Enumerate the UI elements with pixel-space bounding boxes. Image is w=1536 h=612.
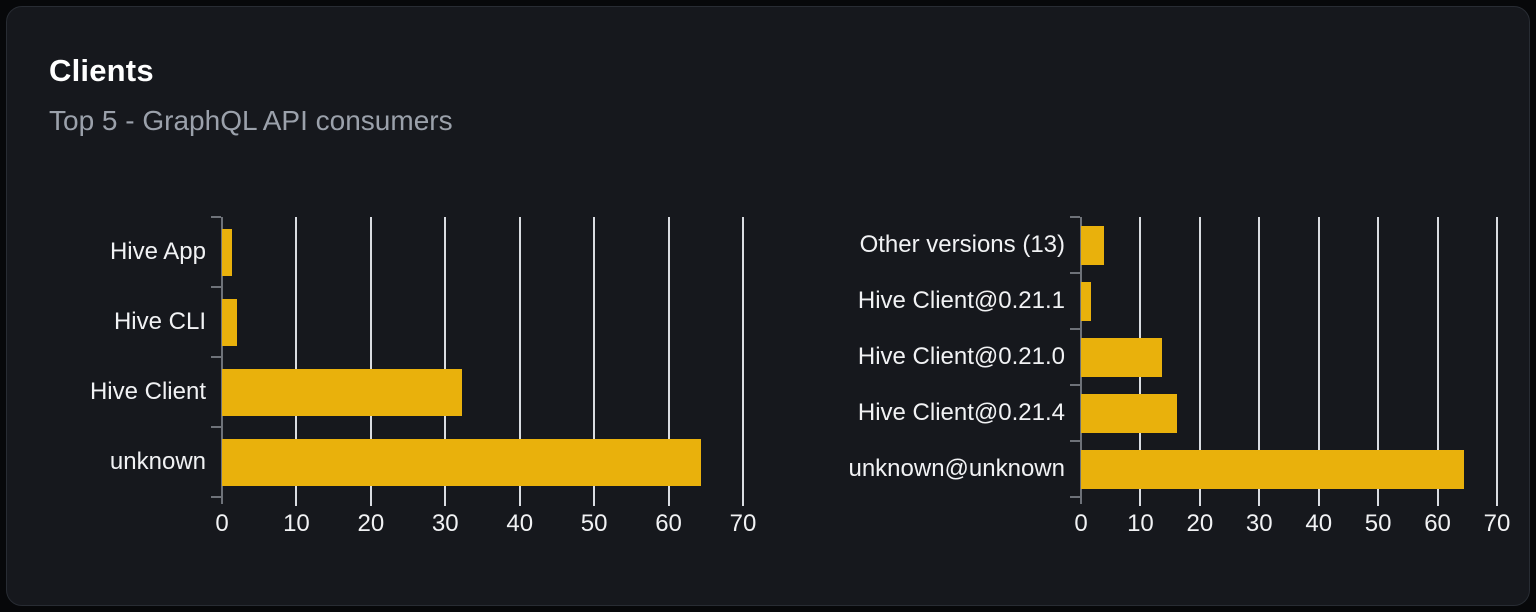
y-axis-tick-mark <box>211 356 221 358</box>
gridline <box>444 217 447 497</box>
category-label: Hive Client@0.21.4 <box>857 399 1065 426</box>
x-tick-label: 60 <box>1424 510 1451 537</box>
x-axis-tick-mark <box>593 497 596 506</box>
bar[interactable] <box>222 229 232 276</box>
x-tick-label: 60 <box>655 510 682 537</box>
clients-by-name-chart: 0 10 20 30 40 50 60 70 Hive App Hive CLI Hive Clie… <box>49 202 779 562</box>
y-axis-tick-mark <box>1070 384 1080 386</box>
x-axis-tick-mark <box>518 497 521 506</box>
y-axis-line <box>221 217 223 504</box>
x-axis-tick-mark <box>1198 497 1201 506</box>
x-axis-tick-mark <box>742 497 744 506</box>
plot-area <box>1070 216 1498 506</box>
y-axis-tick-mark <box>1070 216 1080 218</box>
bar[interactable] <box>1081 226 1104 265</box>
category-label: Hive CLI <box>113 308 206 335</box>
category-label: Hive Client@0.21.0 <box>857 343 1065 370</box>
x-tick-label: 0 <box>215 510 229 537</box>
x-tick-label: 70 <box>729 510 757 537</box>
y-axis-tick-mark <box>211 216 221 218</box>
x-axis-tick-mark <box>1377 497 1380 506</box>
clients-card: Clients Top 5 - GraphQL API consumers 0 1… <box>6 6 1530 606</box>
x-axis-tick-mark <box>1317 497 1320 506</box>
category-label: Hive App <box>109 238 206 265</box>
gridline <box>1377 217 1380 497</box>
x-axis-tick-mark <box>667 497 670 506</box>
x-tick-label: 50 <box>1364 510 1392 537</box>
category-label: unknown@unknown <box>848 455 1065 482</box>
x-tick-label: 20 <box>357 510 385 537</box>
x-tick-label: 30 <box>1245 510 1273 537</box>
x-tick-label: 20 <box>1186 510 1214 537</box>
x-tick-label: 40 <box>1305 510 1333 537</box>
bar[interactable] <box>222 299 237 346</box>
x-axis-tick-mark <box>295 497 298 506</box>
page-title: Clients <box>49 53 154 88</box>
bar[interactable] <box>1081 394 1177 433</box>
x-tick-label: 40 <box>506 510 534 537</box>
gridline <box>295 217 298 497</box>
gridline <box>667 217 670 497</box>
bar[interactable] <box>222 439 701 486</box>
x-tick-label: 50 <box>580 510 608 537</box>
y-axis-tick-mark <box>1070 440 1080 442</box>
gridline <box>1317 217 1320 497</box>
page-subtitle: Top 5 - GraphQL API consumers <box>49 105 453 136</box>
x-tick-label: 70 <box>1483 510 1511 537</box>
x-axis-tick-mark <box>1436 497 1439 506</box>
card-header: Clients Top 5 - GraphQL API consumers <box>49 53 453 137</box>
x-tick-label: 10 <box>1127 510 1154 537</box>
plot-area <box>211 216 744 506</box>
x-axis-tick-mark <box>1258 497 1261 506</box>
gridline <box>1258 217 1261 497</box>
clients-by-version-chart: 0 10 20 30 40 50 60 70 Other versions (13) Hive C… <box>837 202 1536 562</box>
x-tick-label: 0 <box>1074 510 1088 537</box>
gridline <box>369 217 372 497</box>
x-axis-tick-mark <box>1496 497 1498 506</box>
gridline <box>1436 217 1439 497</box>
gridline <box>1198 217 1201 497</box>
gridline <box>518 217 521 497</box>
gridline <box>1496 217 1498 497</box>
y-axis-tick-mark <box>1070 496 1080 498</box>
gridline <box>593 217 596 497</box>
bar[interactable] <box>1081 282 1091 321</box>
y-axis-tick-mark <box>1070 272 1080 274</box>
x-axis-tick-mark <box>444 497 447 506</box>
y-axis-tick-mark <box>211 286 221 288</box>
bar[interactable] <box>1081 338 1162 377</box>
x-axis-tick-mark <box>369 497 372 506</box>
category-label: Hive Client <box>89 378 206 405</box>
y-axis-tick-mark <box>211 426 221 428</box>
x-axis-tick-mark <box>1139 497 1142 506</box>
category-label: Other versions (13) <box>859 231 1065 258</box>
x-tick-label: 10 <box>283 510 310 537</box>
bar[interactable] <box>1081 450 1464 489</box>
y-axis-tick-mark <box>211 496 221 498</box>
gridline <box>742 217 744 497</box>
bar[interactable] <box>222 369 462 416</box>
y-axis-tick-mark <box>1070 328 1080 330</box>
x-tick-label: 30 <box>431 510 459 537</box>
category-label: unknown <box>109 448 206 475</box>
category-label: Hive Client@0.21.1 <box>857 287 1065 314</box>
